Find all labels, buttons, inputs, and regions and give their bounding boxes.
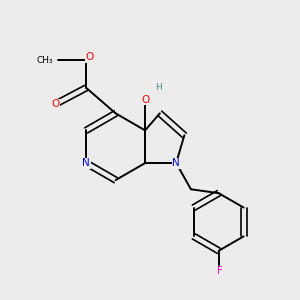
Text: O: O <box>85 52 94 62</box>
Text: F: F <box>218 266 223 276</box>
Text: CH₃: CH₃ <box>37 56 54 64</box>
Text: O: O <box>141 95 149 105</box>
Text: H: H <box>155 83 162 92</box>
Text: N: N <box>172 158 180 168</box>
Text: O: O <box>51 99 59 109</box>
Text: N: N <box>82 158 90 168</box>
